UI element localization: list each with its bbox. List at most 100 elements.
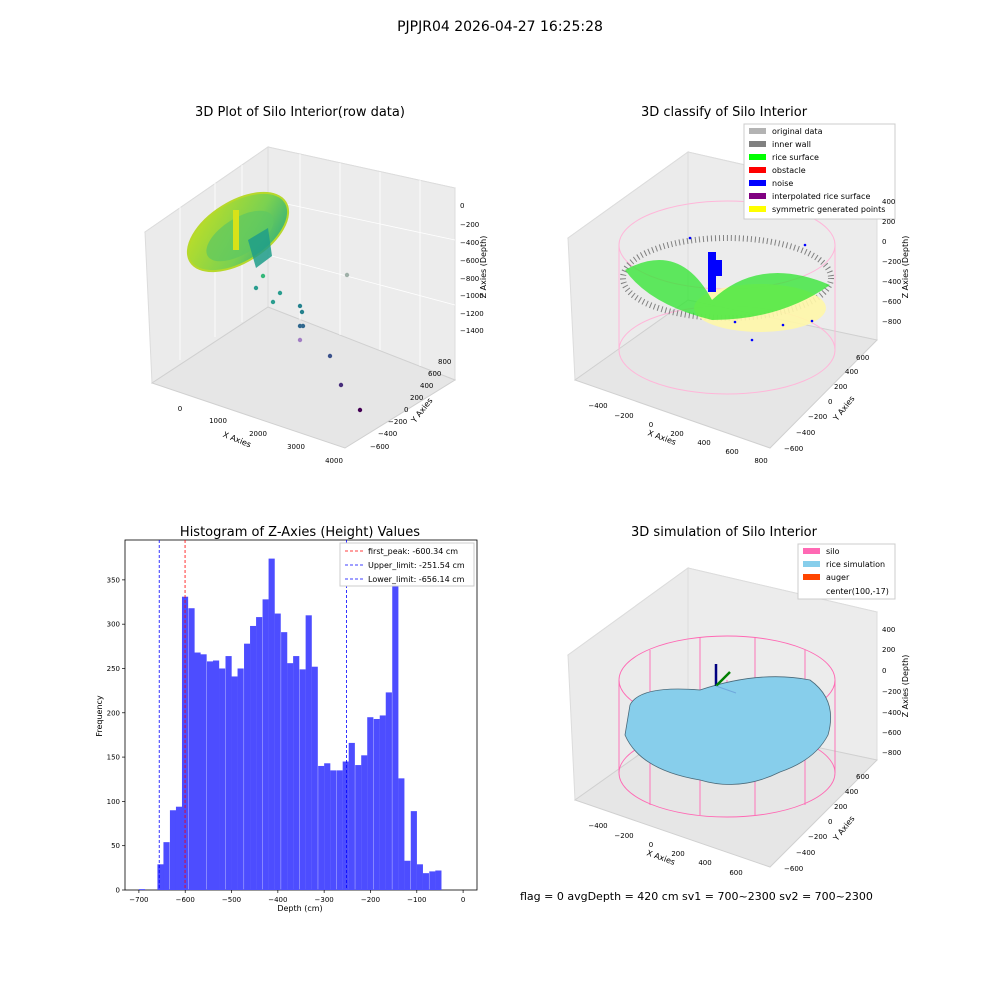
histogram-bar [355,765,362,890]
raw-z-tick: −1200 [460,310,484,318]
simulation-x-tick: 200 [671,850,684,858]
simulation-x-tick: 400 [698,859,711,867]
classify-x-ticks: −400 −200 0 200 400 600 800 [588,402,767,465]
legend-swatch-interpolated [749,193,766,199]
classify-z-tick: 200 [882,218,895,226]
raw-y-tick: −200 [388,418,407,426]
raw-y-tick: 400 [420,382,433,390]
simulation-z-tick: 200 [882,646,895,654]
raw-z-tick: −200 [460,221,479,229]
raw-z-tick: −1000 [460,292,484,300]
legend-label-upper-limit: Upper_limit: -251.54 cm [368,561,465,570]
legend-label-rice-surface: rice surface [772,153,819,162]
histogram-y-label: Frequency [95,695,104,737]
histogram-y-tick-label: 300 [107,621,120,629]
raw-y-tick: 0 [404,406,408,414]
histogram-bar [244,643,251,890]
legend-label-inner-wall: inner wall [772,140,811,149]
simulation-x-tick: 600 [729,869,742,877]
raw-auger-points [233,210,239,250]
histogram-legend: first_peak: -600.34 cm Upper_limit: -251… [339,542,475,587]
depth-histogram: Histogram of Z-Axies (Height) Values −70… [95,525,478,913]
legend-label-lower-limit: Lower_limit: -656.14 cm [368,575,465,584]
histogram-bar [169,810,177,890]
classify-x-tick: 400 [697,439,710,447]
classify-rice-surface-points [625,260,830,320]
simulation-plot-title: 3D simulation of Silo Interior [631,525,818,540]
histogram-bar [231,676,238,890]
classify-y-tick: −600 [784,445,803,453]
histogram-bar [336,770,343,890]
histogram-x-label: Depth (cm) [277,904,322,913]
classify-x-tick: −400 [588,402,607,410]
histogram-bar [188,608,195,890]
histogram-bar [385,692,392,890]
histogram-x-tick-label: −300 [315,896,334,904]
legend-swatch-obstacle [749,167,766,173]
classify-y-tick: 0 [828,398,832,406]
classify-y-tick: 200 [834,383,847,391]
status-readout: flag = 0 avgDepth = 420 cm sv1 = 700~230… [520,890,873,903]
histogram-bar [268,558,275,890]
raw-z-ticks: 0 −200 −400 −600 −800 −1000 −1200 −1400 [460,202,484,335]
raw-z-tick: 0 [460,202,464,210]
simulation-y-ticks: −600 −400 −200 0 200 400 600 [784,773,869,873]
histogram-bar [416,864,423,890]
simulation-x-tick: 0 [649,841,653,849]
figure-suptitle: PJPJR04 2026-04-27 16:25:28 [397,19,603,35]
histogram-bar [367,717,374,890]
classify-x-tick: 800 [754,457,767,465]
classify-plot-title: 3D classify of Silo Interior [641,105,808,120]
histogram-y-tick-label: 150 [107,754,120,762]
raw-floor-pane [150,306,457,449]
simulation-y-tick: 0 [828,818,832,826]
histogram-y-tick-label: 200 [107,709,120,717]
classify-y-tick: 600 [856,354,869,362]
classify-x-tick: 600 [725,448,738,456]
raw-z-tick: −1400 [460,327,484,335]
simulation-z-tick: −400 [882,709,901,717]
classify-3d-plot: 3D classify of Silo Interior original da… [566,105,910,465]
legend-swatch-symmetric [749,206,766,212]
histogram-bar [318,765,325,890]
classify-inner-wall-points [620,235,834,321]
legend-label-original: original data [772,127,823,136]
classify-y-tick: 400 [845,368,858,376]
legend-label-auger: auger [826,573,850,582]
histogram-y-tick-label: 50 [111,842,120,850]
simulation-y-tick: 400 [845,788,858,796]
histogram-bar [181,596,189,890]
raw-3d-plot: 3D Plot of Silo Interior(row data) 0 [143,105,488,465]
classify-floor-pane [573,299,879,449]
classify-x-tick: −200 [614,412,633,420]
legend-swatch-rice-surface [749,154,766,160]
histogram-bar [213,660,220,890]
histogram-bar [262,599,269,890]
raw-x-tick: 3000 [287,443,305,451]
histogram-bar [287,663,294,890]
legend-label-silo: silo [826,547,840,556]
simulation-rice-surface [624,676,831,785]
histogram-y-ticks: 0 50 100 150 200 250 300 350 [107,576,125,895]
legend-swatch-rice-simulation [803,561,820,567]
classify-z-tick: −600 [882,298,901,306]
simulation-y-tick: −400 [796,849,815,857]
simulation-x-tick: −200 [614,832,633,840]
histogram-bar [206,661,214,890]
classify-x-tick: 200 [670,430,683,438]
classify-y-label: Y Axies [831,394,857,423]
raw-z-tick: −800 [460,275,479,283]
classify-y-ticks: −600 −400 −200 0 200 400 600 [784,354,869,453]
histogram-bar [429,871,436,890]
histogram-x-tick-label: −200 [361,896,380,904]
classify-z-tick: 400 [882,198,895,206]
histogram-bar [163,842,170,890]
histogram-bar [293,656,300,890]
simulation-z-tick: −200 [882,688,901,696]
histogram-bar [435,870,442,890]
classify-legend: original data inner wall rice surface ob… [743,123,896,220]
raw-y-tick: 800 [438,358,451,366]
raw-plot-title: 3D Plot of Silo Interior(row data) [195,105,405,120]
histogram-bar [379,715,386,890]
